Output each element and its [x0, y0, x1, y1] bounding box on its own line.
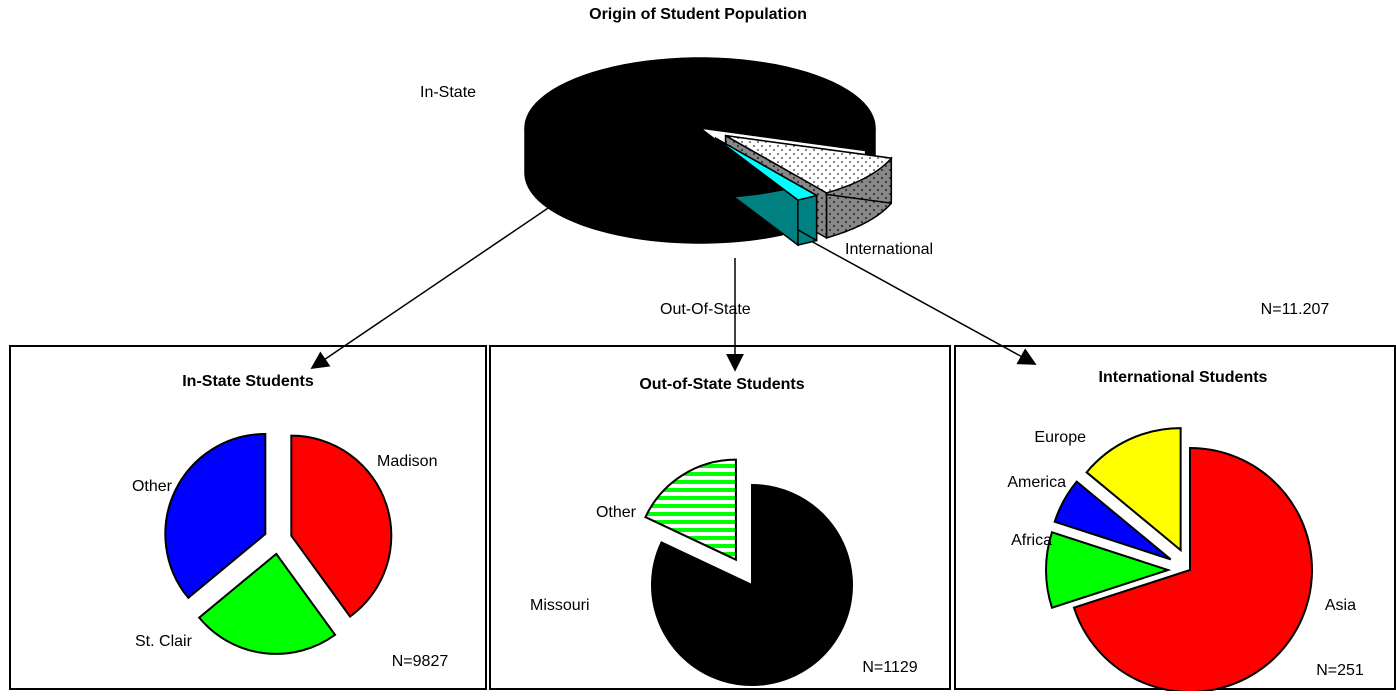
note: N=251	[1316, 662, 1364, 679]
pie-slice	[644, 458, 737, 562]
pie-slice	[725, 134, 893, 194]
note: N=9827	[392, 653, 449, 670]
pie-slice	[1053, 480, 1172, 561]
note: N=11.207	[1261, 301, 1330, 318]
chart-title: In-State Students	[182, 373, 314, 390]
note: N=1129	[862, 659, 917, 676]
arrow	[799, 234, 1037, 365]
slice-label: Missouri	[530, 597, 590, 614]
pie-slice	[715, 137, 819, 201]
panel	[9, 345, 487, 690]
arrow	[310, 199, 561, 370]
pie-slice	[1072, 446, 1313, 693]
slice-label: Out-Of-State	[660, 301, 751, 318]
slice-label: Asia	[1325, 597, 1356, 614]
slice-label: America	[1007, 474, 1066, 491]
slice-label: Africa	[1011, 532, 1052, 549]
pie-slice	[1045, 531, 1172, 609]
slice-label: In-State	[420, 84, 476, 101]
slice-label: Other	[132, 478, 173, 495]
slice-label: Other	[596, 504, 637, 521]
slice-label: St. Clair	[135, 633, 193, 650]
pie-slice	[651, 483, 853, 686]
pie-slice	[164, 433, 267, 600]
chart-title: Origin of Student Population	[589, 6, 807, 23]
chart-title: International Students	[1099, 369, 1268, 386]
pie-slice	[290, 434, 393, 618]
slice-label: Madison	[377, 453, 437, 470]
slice-label: International	[845, 241, 933, 258]
slice-label: Europe	[1034, 429, 1086, 446]
panel	[489, 345, 951, 690]
pie-slice	[1085, 427, 1182, 553]
pie-slice	[197, 552, 337, 655]
pie-slice	[524, 57, 876, 199]
chart-title: Out-of-State Students	[639, 376, 804, 393]
